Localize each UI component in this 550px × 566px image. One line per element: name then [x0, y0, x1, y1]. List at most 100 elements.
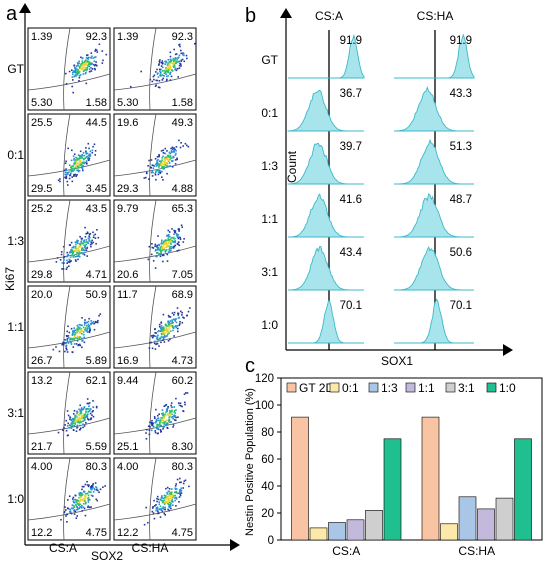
flow-row-label-3: 1:1 [7, 320, 24, 334]
flow-plot-frame [113, 27, 197, 111]
panel-a-col-label-0: CS:A [49, 541, 77, 555]
flow-plot-r5-c1: 4.00 80.3 12.2 4.75 [113, 457, 197, 541]
legend-swatch-3 [405, 382, 416, 393]
histogram-value-r4-c0: 43.4 [340, 247, 363, 259]
histo-y-arrow-up-icon [280, 8, 292, 18]
flow-plot-frame [27, 199, 111, 283]
histogram-curve-r5-c0 [288, 299, 364, 344]
histogram-value-r5-c0: 70.1 [340, 300, 362, 312]
flow-quadrant-lr: 7.05 [172, 269, 193, 281]
panel-letter-b: b [245, 5, 256, 27]
flow-plot-r3-c0: 20.0 50.9 26.7 5.89 [27, 285, 111, 369]
flow-quadrant-ll: 29.5 [31, 183, 52, 195]
flow-plot-r1-c1: 19.6 49.3 29.3 4.88 [113, 113, 197, 197]
flow-scatter-dots [55, 226, 100, 270]
bar-1-0 [421, 416, 440, 541]
panel-b-x-axis-label: SOX1 [381, 354, 413, 368]
flow-plot-frame [27, 113, 111, 197]
flow-scatter-dots [65, 43, 108, 94]
flow-plot-r4-c1: 9.44 60.2 25.1 8.30 [113, 371, 197, 455]
flow-quadrant-ur: 80.3 [172, 461, 193, 473]
x-axis-arrow-right-icon [230, 539, 240, 551]
flow-gate-vertical [63, 27, 71, 111]
flow-scatter-dots [148, 307, 191, 350]
flow-gate-horizontal [113, 417, 197, 435]
flow-row-label-1: 0:1 [7, 148, 24, 162]
flow-quadrant-ul: 13.2 [31, 375, 52, 387]
flow-plot-r2-c0: 25.2 43.5 29.8 4.71 [27, 199, 111, 283]
flow-quadrant-ur: 49.3 [172, 117, 193, 129]
histogram-value-r0-c1: 91.9 [450, 35, 472, 47]
bar-0-4 [365, 509, 383, 541]
legend-swatch-4 [445, 382, 456, 393]
histogram-value-r1-c1: 43.3 [450, 88, 472, 100]
flow-plot-frame [113, 113, 197, 197]
flow-quadrant-ur: 60.2 [172, 375, 193, 387]
bar-1-3 [477, 508, 495, 541]
histogram-curve-r1-c1 [393, 86, 474, 132]
bar-0-2 [328, 522, 346, 541]
legend-swatch-5 [486, 382, 497, 393]
histogram-value-r2-c1: 51.3 [450, 141, 472, 153]
flow-quadrant-lr: 3.45 [86, 183, 107, 195]
flow-quadrant-ur: 50.9 [86, 289, 107, 301]
flow-quadrant-ll: 5.30 [117, 97, 138, 109]
flow-gate-vertical [149, 199, 157, 283]
flow-gate-horizontal [113, 245, 197, 263]
flow-quadrant-ul: 25.5 [31, 117, 52, 129]
flow-gate-horizontal [27, 503, 111, 521]
flow-quadrant-ur: 43.5 [86, 203, 107, 215]
histogram-value-r3-c1: 48.7 [450, 194, 472, 206]
y-tick-label-5: 100 [255, 400, 274, 412]
flow-quadrant-ll: 12.2 [31, 527, 52, 539]
flow-plot-r0-c1: 1.39 92.3 5.30 1.58 [113, 27, 197, 111]
panel-b-y-axis-label: Count [285, 150, 299, 183]
histo-row-label-3: 1:1 [261, 212, 278, 226]
flow-plot-r3-c1: 11.7 68.9 16.9 4.73 [113, 285, 197, 369]
y-tick-label-6: 120 [255, 373, 274, 385]
bar-1-1 [440, 523, 458, 541]
flow-gate-vertical [63, 113, 71, 197]
y-tick-label-1: 20 [261, 508, 274, 520]
flow-quadrant-ll: 26.7 [31, 355, 52, 367]
flow-quadrant-ul: 1.39 [117, 31, 138, 43]
flow-quadrant-ur: 65.3 [172, 203, 193, 215]
flow-plot-frame [113, 457, 197, 541]
flow-quadrant-lr: 4.88 [172, 183, 193, 195]
flow-quadrant-ur: 92.3 [172, 31, 193, 43]
bar-0-5 [383, 438, 402, 541]
flow-scatter-dots [147, 224, 185, 269]
y-tick-label-4: 80 [261, 427, 274, 439]
panel-b-histograms: Count SOX1 CS:A CS:HA GT 91.9 91.9 0:1 36.7 4… [261, 8, 513, 368]
flow-plot-frame [27, 27, 111, 111]
flow-scatter-dots [52, 313, 102, 354]
flow-plot-frame [113, 371, 197, 455]
panel-a-flow-grid: Ki67 SOX2 CS:A CS:HA GT1.39 92.35.30 1.581… [3, 3, 240, 563]
histogram-value-r1-c0: 36.7 [340, 88, 362, 100]
bar-1-2 [458, 496, 477, 541]
flow-quadrant-ul: 20.0 [31, 289, 52, 301]
flow-scatter-dots [130, 42, 196, 89]
flow-quadrant-ul: 9.79 [117, 203, 138, 215]
flow-quadrant-ll: 5.30 [31, 97, 52, 109]
flow-quadrant-lr: 4.75 [86, 527, 107, 539]
flow-quadrant-lr: 4.71 [86, 269, 107, 281]
flow-quadrant-ll: 20.6 [117, 269, 138, 281]
histo-x-arrow-right-icon [503, 344, 513, 356]
flow-gate-vertical [63, 285, 71, 369]
panel-a-y-axis-label: Ki67 [3, 267, 17, 291]
histogram-curve-r5-c1 [394, 298, 474, 344]
histogram-curve-r2-c0 [287, 142, 364, 185]
flow-quadrant-lr: 1.58 [86, 97, 107, 109]
histogram-curve-r0-c1 [394, 33, 475, 79]
flow-quadrant-ul: 4.00 [117, 461, 138, 473]
legend-label-1: 0:1 [342, 381, 359, 395]
histo-row-label-2: 1:3 [261, 159, 278, 173]
legend-label-0: GT 2D [299, 381, 334, 395]
flow-row-label-2: 1:3 [7, 234, 24, 248]
y-tick-label-2: 40 [261, 481, 274, 493]
histogram-value-r4-c1: 50.6 [450, 247, 472, 259]
flow-quadrant-ll: 29.3 [117, 183, 138, 195]
flow-gate-vertical [149, 457, 157, 541]
